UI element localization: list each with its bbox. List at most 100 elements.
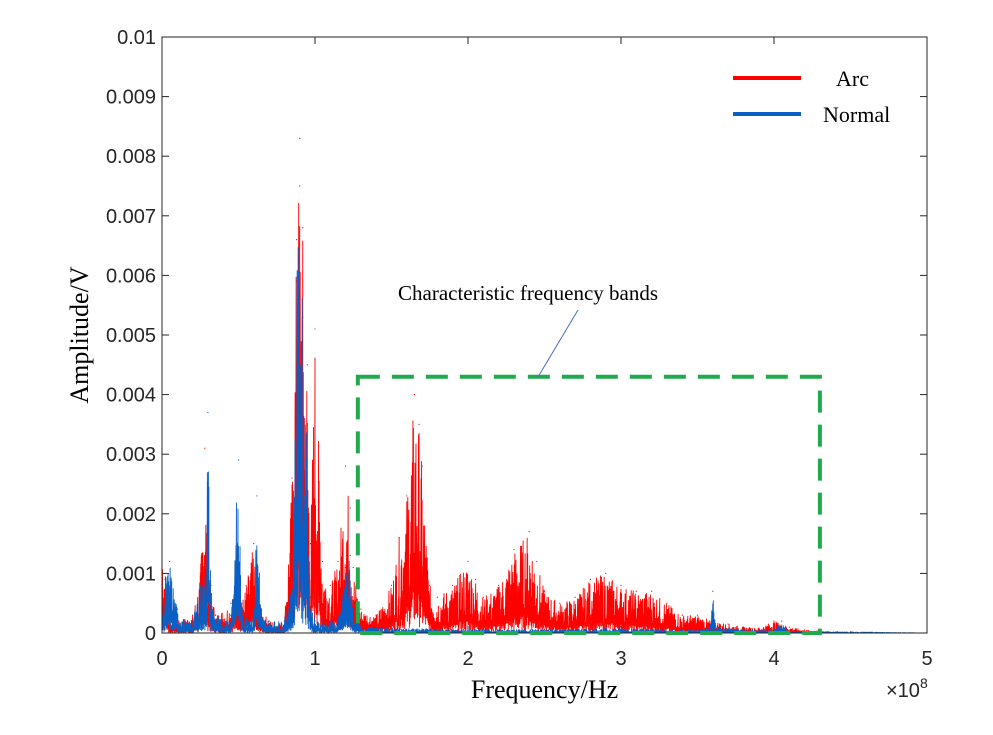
series-line-normal (161, 247, 927, 634)
data-point-normal (199, 584, 201, 586)
x-tick-label: 3 (615, 648, 626, 670)
data-point-arc (788, 626, 790, 628)
data-point-arc (651, 590, 653, 592)
data-point-normal (268, 620, 270, 622)
series-line-arc (161, 202, 927, 634)
data-point-arc (375, 614, 377, 616)
x-tick-label: 2 (462, 648, 473, 670)
data-point-normal (696, 629, 699, 631)
data-point-arc (773, 620, 775, 622)
x-tick-labels: 0 1 2 3 4 5 (156, 648, 932, 670)
data-point-arc (199, 572, 201, 575)
x-tick-label: 4 (768, 648, 779, 670)
data-point-arc (742, 626, 745, 628)
y-axis-title: Amplitude/V (65, 266, 94, 403)
annotation-pointer-line (537, 309, 579, 378)
data-point-normal (214, 614, 217, 616)
data-point-normal (207, 411, 209, 414)
y-tick-label: 0 (145, 623, 156, 645)
data-point-arc (309, 543, 312, 545)
data-point-arc (418, 423, 420, 425)
data-point-normal (164, 578, 166, 580)
data-point-normal (349, 554, 351, 557)
data-point-arc (528, 531, 530, 533)
data-point-normal (352, 608, 354, 610)
data-point-normal (222, 620, 224, 622)
data-point-arc (296, 239, 298, 241)
x-axis-title: Frequency/Hz (471, 675, 618, 704)
legend-label-arc: Arc (836, 66, 869, 91)
data-point-arc (498, 584, 500, 586)
data-point-normal (715, 626, 717, 628)
data-point-normal (192, 620, 194, 622)
data-point-normal (337, 620, 339, 622)
data-point-normal (296, 280, 298, 282)
data-point-arc (337, 560, 339, 563)
data-point-arc (390, 584, 393, 586)
data-point-normal (176, 608, 178, 610)
data-point-arc (475, 578, 477, 580)
data-point-arc (574, 596, 576, 598)
y-tick-label: 0.005 (106, 325, 156, 347)
data-point-arc (314, 328, 316, 330)
data-point-normal (314, 620, 316, 622)
y-tick-label: 0.002 (106, 504, 156, 526)
data-point-normal (849, 631, 852, 633)
data-point-arc (421, 465, 423, 467)
x-scale-multiplier: ×108 (886, 675, 928, 702)
data-point-arc (349, 507, 351, 509)
annotation-layer: Characteristic frequency bands (355, 281, 822, 635)
data-point-normal (467, 628, 469, 631)
data-point-normal (620, 627, 622, 629)
x-scale-exponent: 8 (920, 675, 928, 691)
y-tick-label: 0.009 (106, 87, 156, 109)
data-point-arc (620, 584, 622, 586)
legend-label-normal: Normal (823, 102, 890, 127)
data-point-normal (291, 572, 293, 575)
data-point-normal (302, 316, 304, 318)
data-point-normal (709, 626, 711, 628)
data-point-normal (184, 620, 186, 622)
data-point-arc (605, 572, 607, 575)
data-point-normal (256, 495, 258, 497)
annotation-label: Characteristic frequency bands (398, 281, 658, 305)
data-point-arc (727, 623, 729, 625)
data-point-normal (204, 566, 206, 569)
y-tick-label: 0.008 (106, 146, 156, 168)
data-point-normal (240, 602, 243, 604)
data-point-arc (559, 602, 561, 604)
data-point-arc (589, 578, 592, 580)
characteristic-band-box (355, 374, 822, 635)
data-point-normal (390, 627, 393, 629)
data-point-arc (482, 596, 484, 598)
data-point-arc (204, 447, 206, 449)
y-tick-label: 0.001 (106, 563, 156, 585)
y-tick-label: 0.007 (106, 206, 156, 228)
data-point-arc (467, 560, 469, 563)
data-point-arc (306, 364, 308, 366)
data-point-normal (309, 596, 312, 598)
data-point-arc (299, 137, 301, 139)
axis-ticks (161, 36, 928, 634)
data-point-arc (543, 590, 546, 592)
data-point-arc (696, 614, 699, 616)
data-point-arc (329, 584, 331, 586)
data-point-normal (345, 566, 347, 569)
data-point-normal (329, 620, 331, 622)
data-point-arc (192, 614, 194, 616)
data-point-arc (352, 566, 354, 569)
y-tick-labels: 0 0.001 0.002 0.003 0.004 0.005 0.006 0.007 0.00… (106, 27, 156, 645)
data-point-arc (666, 602, 668, 604)
data-point-arc (345, 465, 347, 467)
y-tick-label: 0.01 (117, 27, 156, 49)
data-point-arc (635, 590, 637, 592)
plot-frame (161, 36, 928, 634)
y-tick-label: 0.003 (106, 444, 156, 466)
data-point-arc (253, 543, 255, 545)
data-point-normal (253, 608, 255, 610)
data-point-arc (398, 537, 400, 539)
data-point-arc (302, 227, 304, 229)
data-point-arc (681, 614, 683, 616)
data-point-normal (169, 560, 171, 563)
data-point-normal (773, 629, 775, 631)
